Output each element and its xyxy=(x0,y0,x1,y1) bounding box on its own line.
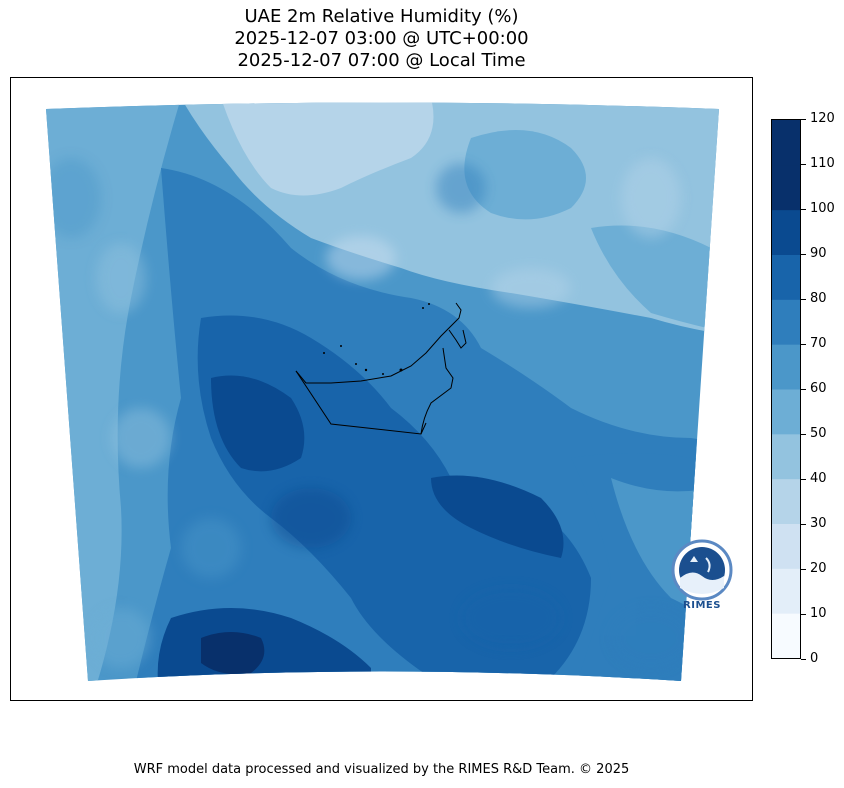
colorbar-tick xyxy=(801,613,806,615)
colorbar-tick xyxy=(801,343,806,345)
uae-boundary xyxy=(295,302,467,435)
map-frame xyxy=(10,77,753,701)
colorbar-segment xyxy=(772,613,800,658)
colorbar-tick xyxy=(801,658,806,660)
colorbar-segment xyxy=(772,523,800,569)
colorbar xyxy=(771,119,801,659)
colorbar-tick-label: 80 xyxy=(810,291,827,306)
colorbar-tick xyxy=(801,523,806,525)
rh-patch-2 xyxy=(431,475,564,558)
colorbar-tick xyxy=(801,433,806,435)
colorbar-tick-label: 60 xyxy=(810,381,827,396)
colorbar-segment xyxy=(772,120,800,166)
colorbar-segment xyxy=(772,254,800,300)
colorbar-tick xyxy=(801,118,806,120)
colorbar-tick xyxy=(801,253,806,255)
rimes-logo: RIMES xyxy=(670,538,734,614)
title-local-time: 2025-12-07 07:00 @ Local Time xyxy=(237,50,526,71)
colorbar-fill xyxy=(772,120,800,658)
title-variable: UAE 2m Relative Humidity (%) xyxy=(244,6,519,27)
footer-credit: WRF model data processed and visualized … xyxy=(133,762,630,777)
rh-region-zagros-moist xyxy=(464,130,586,220)
rh-patch-1 xyxy=(211,375,305,472)
colorbar-tick-label: 50 xyxy=(810,426,827,441)
colorbar-tick xyxy=(801,568,806,570)
colorbar-segment xyxy=(772,344,800,390)
colorbar-tick-label: 0 xyxy=(810,651,819,666)
colorbar-tick-label: 100 xyxy=(810,201,835,216)
colorbar-segment xyxy=(772,209,800,255)
colorbar-tick-label: 10 xyxy=(810,606,827,621)
colorbar-segment xyxy=(772,433,800,480)
colorbar-tick xyxy=(801,208,806,210)
rh-region-north-driest xyxy=(221,102,434,196)
map-title: UAE 2m Relative Humidity (%) 2025-12-07 … xyxy=(0,6,763,72)
colorbar-segment xyxy=(772,389,800,435)
colorbar-segment xyxy=(772,478,800,524)
rh-patch-south-core xyxy=(201,632,265,675)
title-utc-time: 2025-12-07 03:00 @ UTC+00:00 xyxy=(234,28,529,49)
rh-region-gulf xyxy=(131,168,719,681)
colorbar-tick xyxy=(801,298,806,300)
colorbar-tick xyxy=(801,478,806,480)
colorbar-segment xyxy=(772,568,800,614)
rimes-logo-icon xyxy=(671,539,733,601)
colorbar-segment xyxy=(772,164,800,211)
colorbar-tick-label: 90 xyxy=(810,246,827,261)
colorbar-tick xyxy=(801,388,806,390)
uae-islands xyxy=(323,303,430,375)
logo-text: RIMES xyxy=(683,600,721,611)
humidity-map xyxy=(46,102,719,681)
colorbar-tick xyxy=(801,163,806,165)
colorbar-tick-label: 40 xyxy=(810,471,827,486)
colorbar-tick-label: 120 xyxy=(810,111,835,126)
colorbar-tick-label: 30 xyxy=(810,516,827,531)
colorbar-tick-label: 70 xyxy=(810,336,827,351)
colorbar-tick-label: 110 xyxy=(810,156,835,171)
colorbar-tick-label: 20 xyxy=(810,561,827,576)
colorbar-segment xyxy=(772,299,800,345)
